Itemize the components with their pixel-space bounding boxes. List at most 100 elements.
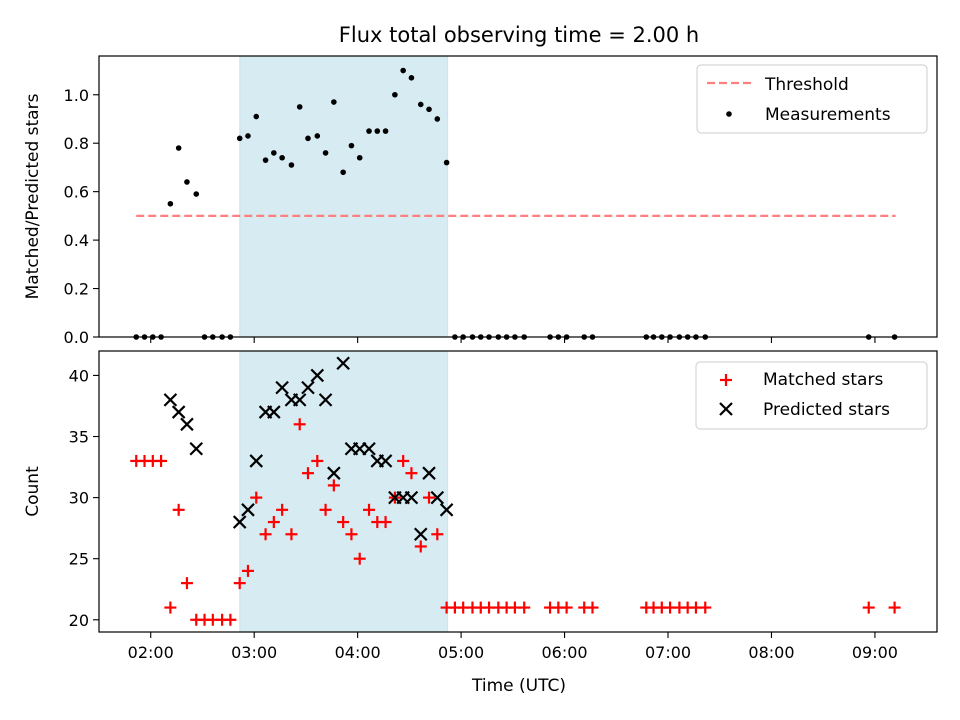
y-tick-label: 0.0	[64, 328, 89, 347]
y-tick-label: 35	[69, 428, 89, 447]
legend-matched-label: Matched stars	[763, 370, 883, 390]
chart-title: Flux total observing time = 2.00 h	[339, 23, 699, 47]
legend-measurements-label: Measurements	[765, 105, 891, 125]
legend-predicted-marker	[719, 402, 733, 416]
predicted-star-point	[301, 380, 315, 395]
top-axes-frame	[98, 55, 938, 338]
bottom-axes-frame	[98, 350, 938, 633]
measurement-point	[245, 133, 251, 139]
observing-span-top	[239, 55, 449, 338]
top-panel: 0.0 0.2 0.4 0.6 0.8 1.0 Matched/Predicted sta…	[23, 55, 938, 347]
matched-star-point	[311, 454, 324, 467]
matched-star-point	[172, 503, 185, 516]
measurement-point	[253, 113, 260, 120]
measurement-point	[417, 101, 424, 108]
bottom-series	[130, 356, 901, 626]
bottom-legend-box	[695, 361, 928, 430]
matched-star-point	[699, 601, 712, 614]
predicted-star-point	[310, 368, 325, 383]
x-tick-label: 03:00	[231, 643, 277, 662]
bottom-y-ticks: 20 25 30 35 40	[69, 366, 99, 630]
predicted-star-point	[232, 515, 247, 529]
measurement-point	[356, 154, 363, 161]
measurement-point	[236, 135, 243, 142]
bottom-x-ticks: 02:00 03:00 04:00 05:00 06:00 07:00 08:00 09:00	[128, 632, 898, 662]
bottom-legend: Matched stars Predicted stars	[695, 361, 928, 430]
top-y-axis-label: Matched/Predicted stars	[23, 93, 43, 299]
matched-star-point	[180, 577, 193, 590]
measurement-point	[426, 106, 432, 113]
measurement-point	[366, 128, 372, 134]
x-axis-label: Time (UTC)	[471, 676, 566, 696]
matched-star-point	[414, 540, 427, 553]
matched-star-point	[363, 503, 376, 516]
predicted-star-point	[267, 405, 281, 419]
legend-predicted-label: Predicted stars	[763, 400, 890, 420]
matched-star-point	[319, 503, 332, 516]
predicted-star-point	[163, 393, 178, 407]
x-tick-label: 04:00	[335, 643, 381, 662]
predicted-star-point	[430, 490, 445, 505]
matched-star-point	[164, 601, 177, 614]
matched-star-point	[560, 601, 573, 614]
measurement-point	[288, 162, 295, 168]
predicted-star-point	[404, 490, 419, 505]
matched-star-point	[888, 601, 901, 614]
top-legend-box	[696, 64, 928, 134]
y-tick-label: 25	[69, 550, 89, 569]
matched-star-point	[327, 479, 340, 492]
y-tick-label: 0.4	[64, 231, 89, 250]
bottom-panel: 20 25 30 35 40 02:00 03:00 04:00 05:00 06:00 07:0…	[23, 350, 938, 696]
x-tick-label: 02:00	[128, 643, 174, 662]
matched-star-point	[259, 528, 272, 541]
matched-star-point	[345, 528, 358, 541]
measurement-point	[348, 142, 355, 149]
matched-star-point	[379, 516, 392, 529]
predicted-star-point	[171, 405, 186, 419]
matched-star-point	[337, 516, 350, 529]
x-tick-label: 07:00	[645, 643, 691, 662]
matched-star-point	[586, 601, 599, 614]
measurement-point	[340, 169, 346, 176]
measurement-point	[167, 200, 174, 207]
predicted-star-point	[249, 454, 264, 468]
predicted-star-point	[241, 503, 255, 517]
measurement-point	[382, 128, 389, 134]
measurement-point	[331, 99, 337, 105]
legend-measurements-marker	[726, 111, 732, 117]
predicted-star-point	[413, 527, 428, 542]
top-y-ticks: 0.0 0.2 0.4 0.6 0.8 1.0	[64, 86, 99, 347]
measurement-point	[443, 159, 450, 166]
y-tick-label: 1.0	[64, 86, 89, 105]
measurement-point	[305, 135, 311, 142]
matched-star-point	[241, 564, 254, 577]
matched-star-point	[405, 467, 418, 480]
matched-star-point	[518, 601, 531, 614]
bottom-y-axis-label: Count	[23, 466, 43, 517]
measurement-point	[400, 67, 406, 74]
measurement-point	[184, 179, 190, 185]
matched-star-point	[397, 454, 410, 467]
measurement-point	[262, 157, 269, 163]
predicted-star-point	[336, 356, 350, 370]
x-tick-label: 09:00	[852, 643, 898, 662]
predicted-star-point	[318, 393, 333, 407]
matched-star-point	[285, 528, 298, 541]
measurement-point	[296, 104, 303, 110]
matched-star-point	[250, 491, 263, 504]
y-tick-label: 40	[69, 366, 89, 385]
measurement-point	[392, 91, 398, 98]
matched-star-point	[423, 491, 436, 504]
matched-star-point	[431, 528, 444, 541]
measurement-point	[279, 154, 285, 161]
y-tick-label: 20	[69, 611, 89, 630]
matched-star-point	[862, 601, 875, 614]
matched-star-point	[267, 516, 280, 529]
x-tick-label: 06:00	[542, 643, 588, 662]
predicted-star-point	[362, 441, 376, 456]
top-legend: Threshold Measurements	[696, 64, 928, 134]
predicted-star-point	[327, 466, 341, 480]
matched-star-point	[276, 503, 289, 516]
measurement-point	[322, 150, 329, 156]
